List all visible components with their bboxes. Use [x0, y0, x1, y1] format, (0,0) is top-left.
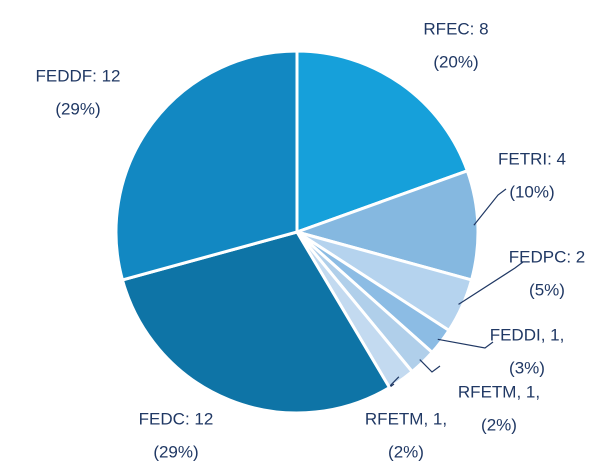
data-label: FEDC: 12: [139, 409, 214, 428]
data-label: FETRI: 4: [498, 149, 566, 168]
data-label: (2%): [481, 415, 517, 434]
pie-slice: [114, 49, 299, 282]
data-label: (29%): [153, 442, 198, 461]
data-label: (3%): [509, 358, 545, 377]
pie-slice: [295, 49, 469, 234]
data-label: FEDPC: 2: [509, 247, 586, 266]
pie-slice: [120, 230, 391, 415]
data-label: RFEC: 8: [423, 19, 488, 38]
leader-line: [419, 359, 441, 373]
data-label: (20%): [433, 52, 478, 71]
data-label: (10%): [509, 182, 554, 201]
data-label: (29%): [55, 99, 100, 118]
data-label: FEDDI, 1,: [490, 325, 565, 344]
leader-line: [437, 338, 494, 349]
data-label: FEDDF: 12: [35, 66, 120, 85]
leader-line: [458, 261, 524, 305]
pie-slice: [295, 169, 480, 282]
leader-line: [473, 188, 507, 226]
data-label: (2%): [388, 442, 424, 461]
data-label: RFETM, 1,: [365, 409, 447, 428]
data-label: (5%): [529, 280, 565, 299]
data-label: RFETM, 1,: [458, 382, 540, 401]
